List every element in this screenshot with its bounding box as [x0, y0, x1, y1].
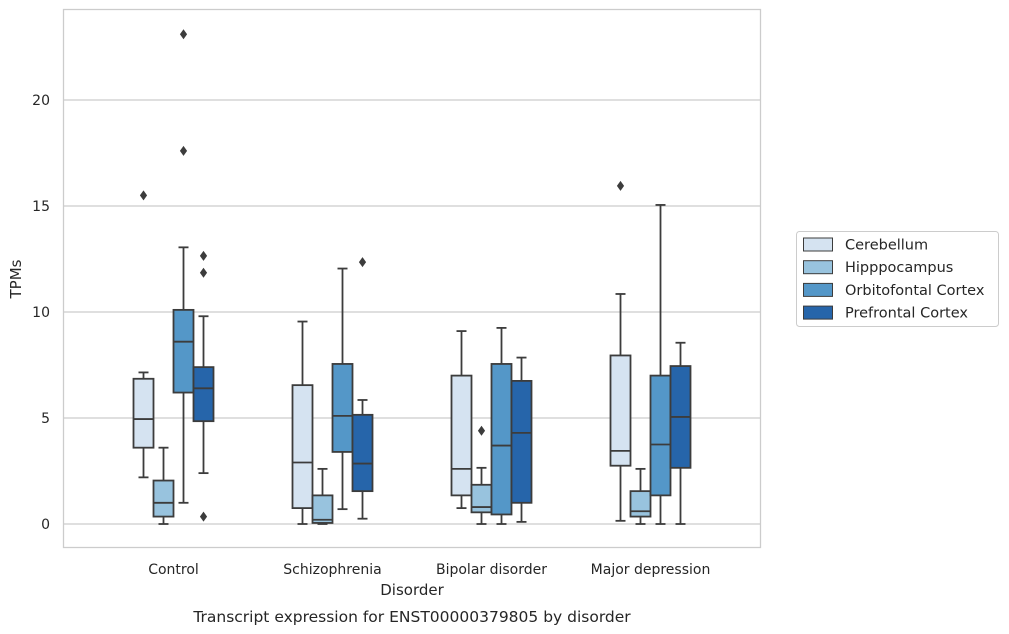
- outlier-point: [199, 511, 208, 522]
- y-tick-labels: 0 5 10 15 20: [32, 93, 50, 533]
- outlier-point: [199, 267, 208, 278]
- box-3-1: [351, 257, 374, 520]
- iqr-box: [331, 363, 354, 453]
- x-tick-labels: Control Schizophrenia Bipolar disorder Majo…: [148, 562, 710, 578]
- box-layer: [132, 29, 692, 525]
- outlier-point: [199, 250, 208, 261]
- box-1-1: [311, 467, 334, 525]
- x-axis-label: Disorder: [380, 581, 444, 599]
- y-tick-label: 10: [32, 305, 50, 321]
- x-tick-label: Schizophrenia: [283, 562, 381, 578]
- y-axis-label: TPMs: [7, 259, 25, 299]
- box-1-3: [629, 467, 652, 525]
- box-2-2: [490, 326, 513, 525]
- legend-label: Hipppocampus: [845, 260, 953, 276]
- outlier-point: [616, 180, 625, 191]
- iqr-box: [291, 384, 314, 510]
- box-3-2: [510, 356, 533, 523]
- outlier-point: [139, 190, 148, 201]
- iqr-box: [192, 366, 215, 423]
- x-tick-label: Control: [148, 562, 199, 578]
- y-tick-label: 0: [41, 517, 50, 533]
- y-tick-label: 20: [32, 93, 50, 109]
- iqr-box: [649, 374, 672, 497]
- legend-label: Prefrontal Cortex: [845, 306, 968, 322]
- legend-swatch: [803, 237, 833, 252]
- iqr-box: [470, 483, 493, 514]
- iqr-box: [172, 308, 195, 394]
- chart-caption: Transcript expression for ENST0000037980…: [192, 608, 631, 626]
- legend-swatch: [803, 305, 833, 320]
- iqr-box: [490, 363, 513, 516]
- box-2-1: [331, 267, 354, 511]
- iqr-box: [510, 379, 533, 504]
- outlier-point: [179, 145, 188, 156]
- box-0-0: [132, 190, 155, 479]
- iqr-box: [609, 354, 632, 467]
- box-3-0: [192, 250, 215, 522]
- box-0-2: [450, 330, 473, 510]
- box-1-2: [470, 425, 493, 525]
- box-2-0: [172, 29, 195, 504]
- legend-frame: [796, 231, 999, 327]
- legend-swatch: [803, 282, 833, 297]
- iqr-box: [132, 377, 155, 449]
- iqr-box: [629, 490, 652, 518]
- box-3-3: [669, 341, 692, 525]
- iqr-box: [450, 374, 473, 497]
- iqr-box: [311, 494, 334, 524]
- box-0-1: [291, 320, 314, 525]
- legend-label: Cerebellum: [845, 238, 928, 254]
- box-2-3: [649, 204, 672, 525]
- x-tick-label: Bipolar disorder: [436, 562, 547, 578]
- x-tick-label: Major depression: [591, 562, 711, 578]
- y-tick-label: 5: [41, 411, 50, 427]
- legend: Cerebellum Hipppocampus Orbitofontal Corte…: [796, 231, 999, 327]
- legend-swatch: [803, 260, 833, 275]
- plot-frame: [62, 8, 762, 549]
- legend-label: Orbitofontal Cortex: [845, 283, 985, 299]
- box-1-0: [152, 446, 175, 525]
- iqr-box: [351, 413, 374, 493]
- y-tick-label: 15: [32, 199, 50, 215]
- box-0-3: [609, 180, 632, 522]
- outlier-point: [477, 425, 486, 436]
- outlier-point: [358, 257, 367, 268]
- iqr-box: [152, 479, 175, 518]
- outlier-point: [179, 29, 188, 40]
